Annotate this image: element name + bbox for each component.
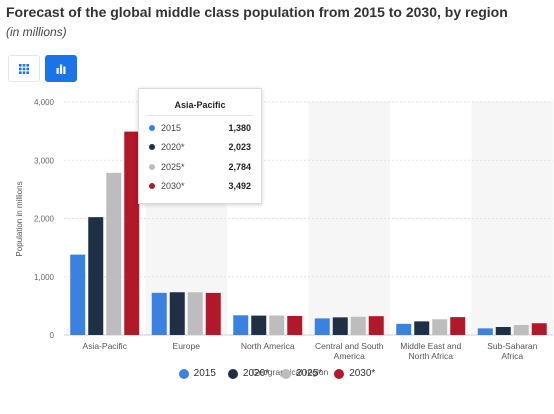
table-view-button[interactable]	[8, 55, 40, 82]
tooltip-title: Asia-Pacific	[174, 100, 226, 110]
bar[interactable]	[287, 315, 303, 335]
series-dot-icon	[149, 183, 155, 190]
legend-dot-icon	[227, 368, 238, 379]
y-tick-label: 4,000	[34, 98, 55, 107]
x-tick-label: North America	[241, 341, 295, 351]
bar[interactable]	[477, 328, 493, 335]
chart-title: Forecast of the global middle class popu…	[6, 4, 508, 20]
legend: 2015 2020* 2025* 2030*	[0, 368, 554, 379]
bar[interactable]	[106, 172, 122, 335]
chart-view-button[interactable]	[45, 55, 77, 82]
tooltip-series-label: 2015	[161, 122, 182, 133]
bar[interactable]	[368, 316, 384, 335]
bar-chart-icon	[56, 64, 66, 74]
bar[interactable]	[396, 323, 412, 335]
tooltip-series-label: 2020*	[161, 142, 185, 153]
bar[interactable]	[233, 315, 249, 335]
bar[interactable]	[495, 327, 511, 335]
bar[interactable]	[269, 315, 285, 335]
tooltip-series-label: 2025*	[161, 161, 185, 172]
legend-label: 2030*	[349, 368, 376, 379]
series-dot-icon	[149, 144, 155, 151]
legend-dot-icon	[334, 368, 345, 379]
y-tick-label: 0	[50, 331, 55, 340]
legend-label: 2015	[193, 368, 216, 379]
tooltip-row: 2015 1,380	[139, 118, 261, 138]
tooltip-divider	[147, 115, 253, 116]
bar[interactable]	[332, 317, 348, 335]
legend-item[interactable]: 2030*	[334, 368, 375, 379]
tooltip-series-value: 1,380	[228, 122, 251, 133]
legend-label: 2020*	[242, 368, 270, 379]
bar[interactable]	[251, 315, 267, 335]
bar[interactable]	[450, 317, 466, 335]
bar[interactable]	[513, 324, 529, 335]
tooltip-series-value: 2,784	[228, 161, 251, 172]
x-tick-label: Central and South America	[315, 341, 384, 361]
tooltip: Asia-Pacific 2015 1,380 2020* 2,023 2025* 2,7…	[138, 88, 262, 204]
tooltip-series-value: 2,023	[228, 142, 251, 153]
legend-item[interactable]: 2020*	[227, 368, 270, 379]
x-tick-label: Europe	[173, 341, 201, 351]
tooltip-series-label: 2030*	[161, 181, 185, 192]
bar[interactable]	[205, 292, 221, 335]
bar[interactable]	[314, 318, 330, 335]
tooltip-series-value: 3,492	[228, 181, 251, 192]
tooltip-row: 2020* 2,023	[139, 138, 261, 158]
series-dot-icon	[149, 124, 155, 131]
y-axis-label: Population in millions	[15, 181, 24, 256]
bar[interactable]	[70, 254, 86, 335]
legend-dot-icon	[178, 368, 189, 379]
series-dot-icon	[149, 163, 155, 170]
y-tick-label: 3,000	[34, 156, 55, 165]
y-tick-label: 2,000	[34, 215, 55, 224]
legend-label: 2025*	[296, 368, 323, 379]
grid-icon	[19, 63, 29, 74]
bar[interactable]	[88, 217, 104, 335]
chart-subtitle: (in millions)	[6, 25, 67, 39]
y-tick-label: 1,000	[34, 273, 55, 282]
bar[interactable]	[151, 292, 167, 335]
bar[interactable]	[169, 292, 185, 335]
tooltip-row: 2030* 3,492	[139, 177, 261, 197]
x-tick-label: Middle East and North Africa	[400, 341, 461, 361]
bar[interactable]	[531, 323, 547, 335]
tooltip-row: 2025* 2,784	[139, 157, 261, 177]
x-tick-label: Asia-Pacific	[83, 341, 128, 351]
bar[interactable]	[124, 131, 140, 335]
legend-item[interactable]: 2015	[178, 368, 216, 379]
bar[interactable]	[187, 292, 203, 335]
legend-item[interactable]: 2025*	[281, 368, 322, 379]
legend-dot-icon	[281, 368, 292, 379]
bar[interactable]	[414, 321, 430, 335]
bar[interactable]	[350, 316, 366, 335]
x-tick-label: Sub-Saharan Africa	[487, 341, 537, 361]
bar[interactable]	[432, 319, 448, 335]
